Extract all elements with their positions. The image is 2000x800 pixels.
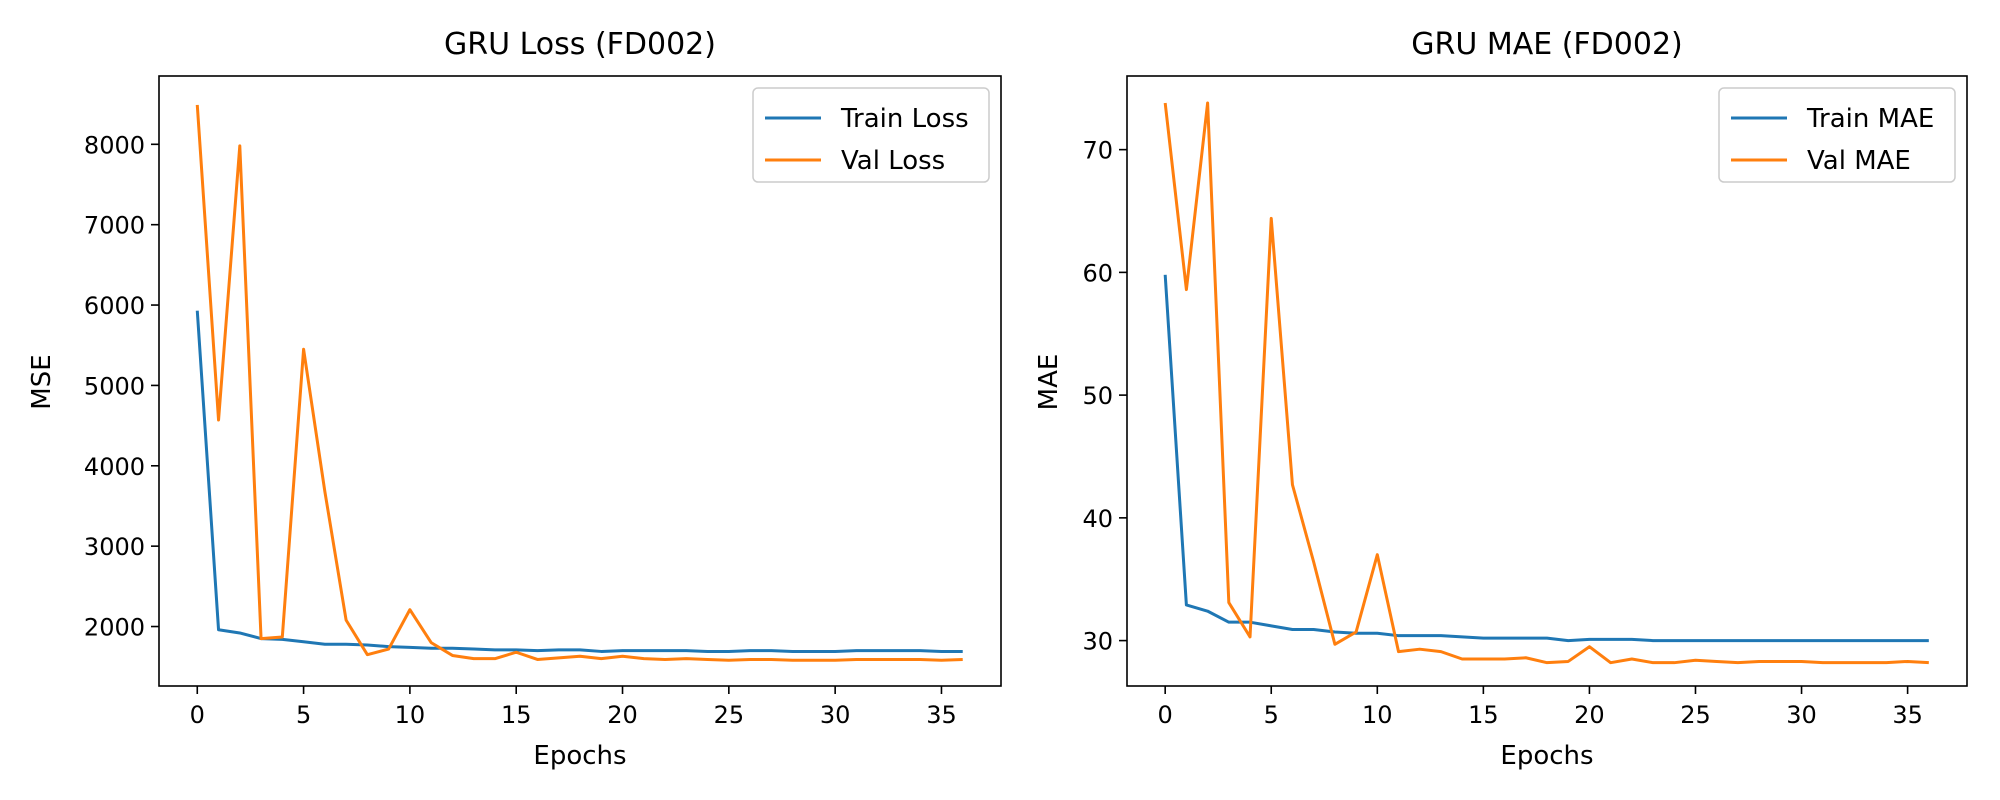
mae-chart-ylabel: MAE <box>1034 354 1064 411</box>
loss-chart-ylabel: MSE <box>27 354 57 409</box>
loss-x-tick-label: 35 <box>926 701 957 729</box>
mae-series-line-1 <box>1163 101 1929 665</box>
mae-y-tick-label: 60 <box>1082 259 1113 287</box>
mae-y-tick-label: 40 <box>1082 505 1113 533</box>
mae-y-tick-label: 70 <box>1082 137 1113 165</box>
mae-chart: GRU MAE (FD002) Epochs MAE 0 5 10 15 20 25 30 3… <box>1034 27 1968 771</box>
loss-x-tick-label: 5 <box>296 701 311 729</box>
loss-chart-xlabel: Epochs <box>533 741 626 771</box>
loss-y-tick-label: 4000 <box>84 453 145 481</box>
mae-axes-frame <box>1126 75 1968 687</box>
loss-x-tick-label: 20 <box>607 701 638 729</box>
mae-legend: Train MAE Val MAE <box>1718 87 1956 183</box>
mae-y-tick-label: 30 <box>1082 628 1113 656</box>
loss-chart-title: GRU Loss (FD002) <box>444 27 716 62</box>
loss-y-tick-label: 5000 <box>84 372 145 400</box>
loss-y-tick-label: 6000 <box>84 292 145 320</box>
mae-y-tick-label: 50 <box>1082 382 1113 410</box>
loss-legend-label-1: Val Loss <box>841 146 945 176</box>
mae-chart-xlabel: Epochs <box>1500 741 1593 771</box>
loss-y-tick-label: 2000 <box>84 614 145 642</box>
loss-x-tick-label: 25 <box>714 701 745 729</box>
mae-x-tick-label: 35 <box>1892 701 1923 729</box>
mae-x-tick-label: 30 <box>1786 701 1817 729</box>
loss-legend-label-0: Train Loss <box>840 104 969 134</box>
loss-chart: GRU Loss (FD002) Epochs MSE 0 5 10 15 20 25 30… <box>27 27 1002 771</box>
mae-x-tick-label: 0 <box>1158 701 1173 729</box>
loss-x-tick-label: 0 <box>190 701 205 729</box>
mae-x-tick-label: 5 <box>1264 701 1279 729</box>
mae-legend-label-1: Val MAE <box>1807 146 1911 176</box>
mae-x-tick-label: 20 <box>1574 701 1605 729</box>
loss-y-tick-label: 8000 <box>84 131 145 159</box>
mae-x-tick-label: 10 <box>1362 701 1393 729</box>
mae-x-tick-label: 15 <box>1468 701 1499 729</box>
loss-y-tick-label: 7000 <box>84 212 145 240</box>
loss-y-tick-label: 3000 <box>84 533 145 561</box>
loss-x-tick-label: 10 <box>395 701 426 729</box>
loss-series-line-0 <box>195 310 963 653</box>
mae-chart-title: GRU MAE (FD002) <box>1411 27 1683 62</box>
loss-axes-frame <box>158 75 1002 687</box>
mae-legend-label-0: Train MAE <box>1806 104 1934 134</box>
loss-x-tick-label: 30 <box>820 701 851 729</box>
mae-series-line-0 <box>1163 274 1929 643</box>
loss-x-tick-label: 15 <box>501 701 532 729</box>
loss-legend: Train Loss Val Loss <box>752 87 990 183</box>
mae-x-tick-label: 25 <box>1680 701 1711 729</box>
loss-series-line-1 <box>195 104 963 662</box>
